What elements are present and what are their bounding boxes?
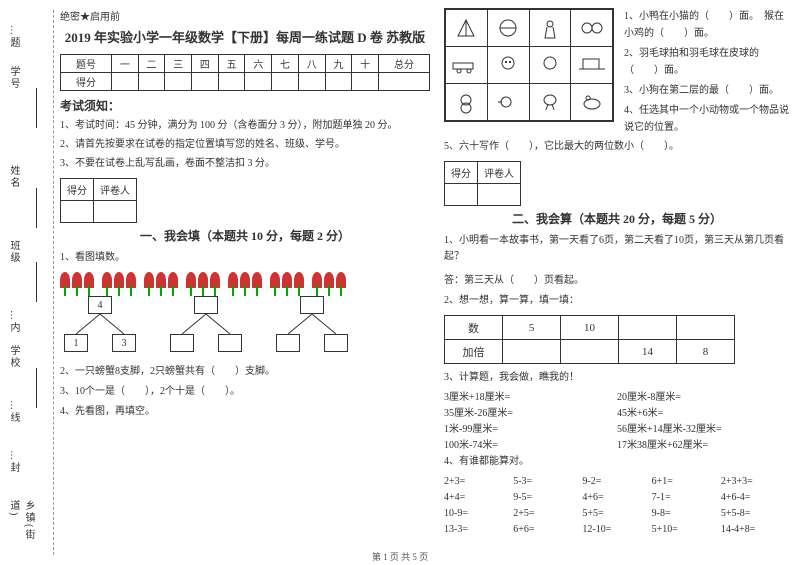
picture-grid: [444, 8, 614, 122]
calc-block: 2+3=5-3=9-2=6+1=2+3+3= 4+4=9-5=4+6=7-1=4…: [444, 474, 790, 538]
double-table: 数510 加倍148: [444, 315, 735, 364]
calc-block: 3厘米+18厘米=20厘米-8厘米= 35厘米-26厘米=45米+6米= 1米-…: [444, 390, 790, 454]
question: 3、计算题，我会做，瞧我的！: [444, 370, 790, 386]
page-footer: 第 1 页 共 5 页: [0, 550, 800, 563]
question: 5、六十写作（ ），它比最大的两位数小（ ）。: [444, 139, 790, 155]
side-label: 乡镇(街道): [6, 500, 36, 555]
side-label: 班级: [6, 240, 21, 264]
grader-box: 得分评卷人: [60, 178, 137, 223]
number-bond-figure: 4 13: [60, 296, 430, 356]
notice-title: 考试须知：: [60, 97, 430, 114]
side-label: 学号: [6, 66, 21, 90]
section1-title: 一、我会填（本题共 10 分，每题 2 分）: [60, 227, 430, 244]
flower-figure: [60, 272, 430, 288]
question: 2、想一想，算一算，填一填：: [444, 293, 790, 309]
binding-margin: …题 学号 姓名 班级 …内 学校 …线 …封 乡镇(街道): [6, 10, 54, 555]
question: 2、一只螃蟹8支脚，2只螃蟹共有（ ）支脚。: [60, 364, 430, 380]
grader-box: 得分评卷人: [444, 161, 521, 206]
question: 1、看图填数。: [60, 250, 430, 266]
exam-title: 2019 年实验小学一年级数学【下册】每周一练试题 D 卷 苏教版: [60, 27, 430, 46]
question: 3、10个一是（ ），2个十是（ ）。: [60, 384, 430, 400]
side-label: …封: [6, 450, 21, 474]
side-label: …内: [6, 310, 21, 334]
notice-list: 1、考试时间：45 分钟，满分为 100 分（含卷面分 3 分），附加题单独 2…: [60, 118, 430, 172]
picture-grid-block: 1、小鸭在小猫的（ ）面。 猴在小鸡的（ ）面。 2、羽毛球拍和羽毛球在皮球的（…: [444, 8, 790, 139]
answer-line: 答：第三天从（ ）页看起。: [444, 273, 790, 289]
side-label: …线: [6, 400, 21, 424]
confidential-label: 绝密★启用前: [60, 8, 430, 23]
question: 4、有谁都能算对。: [444, 454, 790, 470]
question: 4、先看图，再填空。: [60, 404, 430, 420]
side-label: …题: [6, 25, 21, 49]
section2-title: 二、我会算（本题共 20 分，每题 5 分）: [444, 210, 790, 227]
side-label: 姓名: [6, 165, 21, 189]
score-table: 题号一二 三四五 六七八 九十总分 得分: [60, 54, 430, 91]
side-label: 学校: [6, 345, 21, 369]
question: 1、小明看一本故事书，第一天看了6页，第二天看了10页，第三天从第几页看起？: [444, 233, 790, 265]
